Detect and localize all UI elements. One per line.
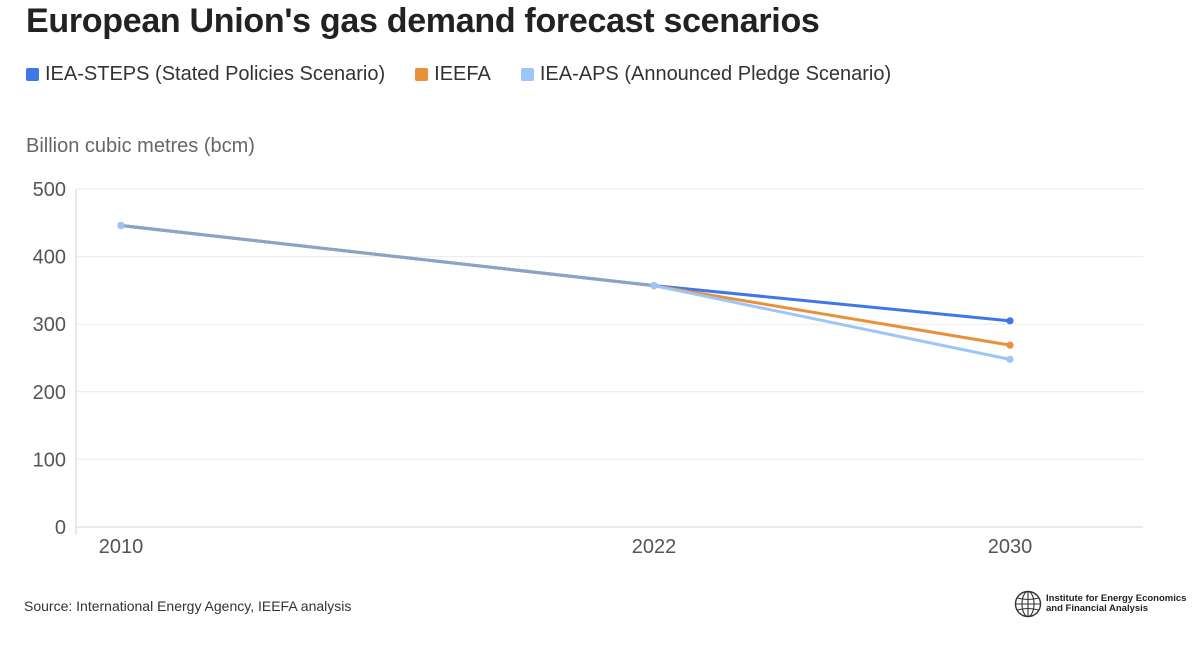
series-2-point-2030 bbox=[1006, 355, 1014, 363]
series-2-point-2022 bbox=[650, 282, 658, 290]
y-axis-title: Billion cubic metres (bcm) bbox=[26, 135, 255, 157]
legend-swatch-steps bbox=[26, 68, 39, 81]
series-line-2 bbox=[119, 224, 1012, 361]
source-note: Source: International Energy Agency, IEE… bbox=[24, 598, 352, 614]
y-tick-label-500: 500 bbox=[33, 179, 66, 201]
x-tick-label-2030: 2030 bbox=[988, 536, 1033, 558]
globe-icon bbox=[1014, 590, 1042, 618]
shared-segment-overlay bbox=[119, 224, 656, 288]
chart-legend: IEA-STEPS (Stated Policies Scenario) IEE… bbox=[26, 63, 921, 86]
chart-title: European Union's gas demand forecast sce… bbox=[26, 2, 820, 40]
y-tick-label-0: 0 bbox=[55, 517, 66, 539]
series-line-1 bbox=[119, 224, 1012, 347]
series-1-point-2030 bbox=[1006, 341, 1014, 349]
series-0-point-2030 bbox=[1006, 317, 1014, 325]
legend-label-ieefa: IEEFA bbox=[434, 63, 491, 85]
legend-item-aps: IEA-APS (Announced Pledge Scenario) bbox=[520, 63, 892, 86]
legend-item-ieefa: IEEFA bbox=[415, 63, 491, 86]
x-tick-label-2022: 2022 bbox=[632, 536, 677, 558]
series-2-point-2010 bbox=[117, 221, 125, 230]
legend-item-steps: IEA-STEPS (Stated Policies Scenario) bbox=[26, 63, 385, 86]
ieefa-logo: Institute for Energy Economics and Finan… bbox=[1014, 590, 1186, 618]
logo-text-line1: Institute for Energy Economics bbox=[1046, 593, 1187, 604]
x-tick-label-2010: 2010 bbox=[99, 536, 144, 558]
logo-text-line2: and Financial Analysis bbox=[1046, 603, 1149, 614]
legend-swatch-ieefa bbox=[415, 68, 429, 81]
y-tick-label-300: 300 bbox=[33, 314, 66, 336]
y-tick-label-400: 400 bbox=[33, 247, 66, 269]
logo-text: Institute for Energy Economics and Finan… bbox=[1046, 594, 1186, 614]
legend-label-aps: IEA-APS (Announced Pledge Scenario) bbox=[539, 63, 892, 85]
y-tick-label-100: 100 bbox=[33, 449, 66, 471]
legend-swatch-aps bbox=[520, 68, 534, 81]
legend-label-steps: IEA-STEPS (Stated Policies Scenario) bbox=[45, 63, 386, 85]
y-tick-label-200: 200 bbox=[33, 382, 66, 404]
